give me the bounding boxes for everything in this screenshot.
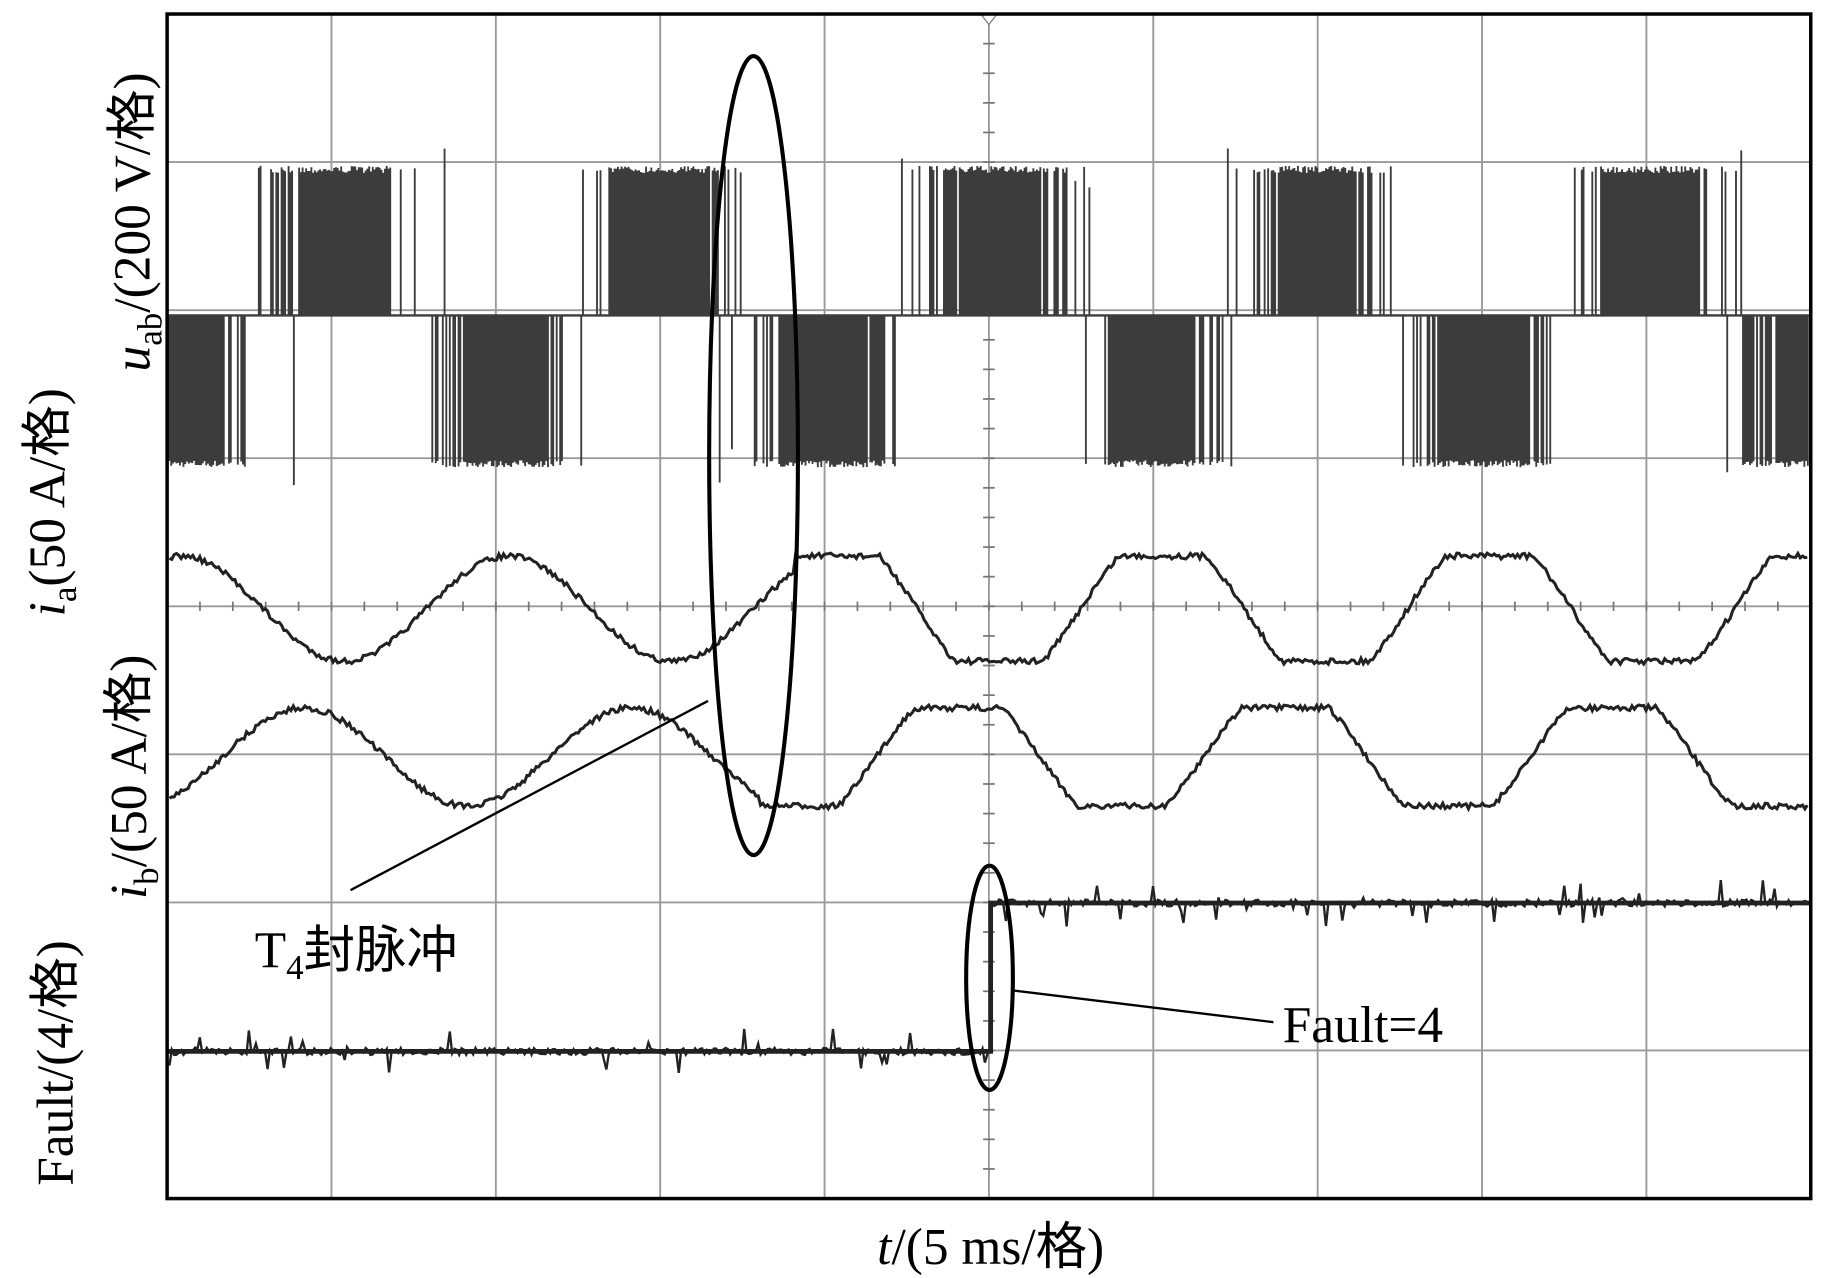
fault-trace (167, 900, 1811, 1054)
symbol: t (877, 1219, 893, 1276)
symbol: T (255, 922, 286, 979)
leader-line (349, 699, 709, 892)
subscript: 4 (286, 948, 304, 987)
symbol: u (105, 346, 162, 372)
symbol: i (101, 885, 158, 899)
text: 封脉冲 (304, 922, 458, 979)
fault-label: Fault/(4/格) (27, 940, 84, 1186)
leader-line (1013, 989, 1274, 1024)
uab-trace (168, 148, 1809, 486)
unit: (50 A/格) (19, 388, 76, 586)
ia-label: ia(50 A/格) (19, 388, 84, 616)
ib-label: ib/(50 A/格) (101, 655, 166, 900)
ib-trace (168, 701, 1809, 813)
subscript: b (127, 867, 166, 885)
unit: /(50 A/格) (101, 655, 158, 868)
unit: /(5 ms/格) (891, 1219, 1104, 1276)
waveforms (167, 148, 1811, 1074)
fault-annotation: Fault=4 (1283, 997, 1443, 1054)
subscript: ab (130, 313, 169, 346)
symbol: i (19, 602, 76, 616)
t4-annotation: T4封脉冲 (255, 922, 458, 987)
ia-trace (168, 550, 1808, 667)
uab-label: uab/(200 V/格) (105, 72, 170, 371)
grid (166, 13, 1812, 1200)
unit: /(200 V/格) (105, 72, 162, 312)
subscript: a (45, 586, 84, 602)
highlight-ellipse (707, 54, 800, 858)
highlight-ellipse (964, 863, 1015, 1092)
plot-frame (165, 12, 1813, 1201)
time-label: t/(5 ms/格) (877, 1219, 1104, 1276)
